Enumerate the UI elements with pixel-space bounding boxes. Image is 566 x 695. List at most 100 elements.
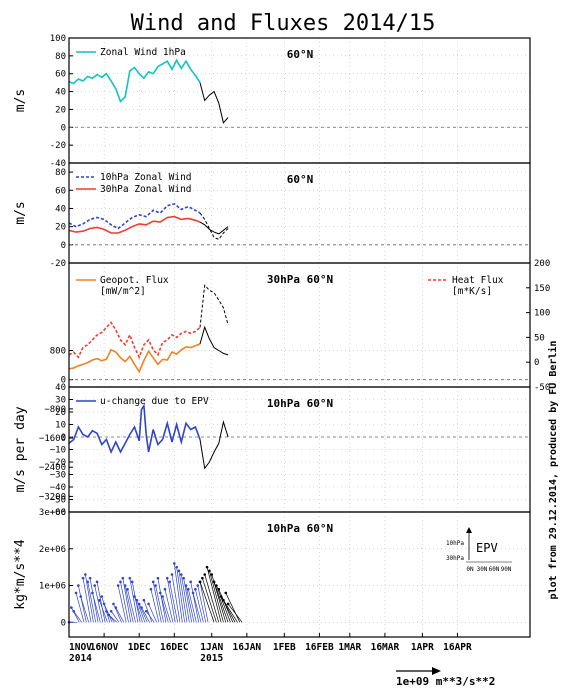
epv-vector <box>166 578 176 623</box>
y-tick-label: 1e+06 <box>39 582 66 592</box>
epv-vector-head <box>95 580 99 584</box>
y-tick-label: 20 <box>55 105 66 115</box>
epv-vector <box>169 581 178 623</box>
panel-annotation: 60°N <box>287 48 314 61</box>
y-tick-label: -20 <box>50 141 66 151</box>
legend-label: Geopot. Flux <box>100 275 169 286</box>
epv-vector-head <box>126 587 129 591</box>
inset-label: 90N <box>501 566 512 573</box>
epv-vector-head <box>224 591 228 595</box>
epv-vector <box>202 578 217 623</box>
y-axis-label: kg*m/s**4 <box>13 539 28 610</box>
epv-vector-head <box>130 580 134 584</box>
epv-vector <box>124 585 134 623</box>
epv-vector <box>110 611 120 623</box>
x-tick-label: 1APR <box>411 642 434 653</box>
epv-vector-head <box>180 573 183 576</box>
epv-vector-head <box>140 606 143 609</box>
epv-vector-head <box>144 609 148 613</box>
epv-vector <box>204 574 220 623</box>
inset-label: 30N <box>477 566 488 573</box>
series-line <box>199 82 229 124</box>
epv-vector <box>108 614 118 623</box>
y-tick-label: 20 <box>55 408 66 418</box>
series-line <box>68 58 201 103</box>
y-tick-label: 0 <box>61 123 66 133</box>
epv-vector <box>171 574 181 623</box>
panel-annotation: 30hPa 60°N <box>267 273 333 286</box>
epv-vector <box>127 589 136 623</box>
epv-vector <box>87 581 97 623</box>
epv-vector-head <box>222 598 225 602</box>
series-line <box>199 420 229 470</box>
epv-vector <box>96 581 106 623</box>
epv-vector <box>185 585 195 623</box>
y-tick-label: −800 <box>44 405 66 415</box>
epv-vector-head <box>170 573 174 576</box>
x-tick-label: 1MAR <box>338 642 361 653</box>
epv-vector-head <box>184 584 188 587</box>
y-tick-label: −50 <box>50 496 66 506</box>
y-tick-label: 80 <box>55 168 66 178</box>
y-axis-label: m/s per day <box>13 406 28 492</box>
y-tick-label: 0 <box>61 376 66 386</box>
x-tick-label: 1DEC <box>128 642 151 653</box>
epv-vector <box>209 570 224 623</box>
epv-vector-head <box>79 595 83 598</box>
legend-entry: Heat Flux[m*K/s] <box>428 275 504 297</box>
epv-vector-head <box>194 587 197 591</box>
series-line <box>199 212 229 241</box>
epv-vector <box>94 585 104 623</box>
x-tick-label: 16MAR <box>371 642 400 653</box>
x-tick-label: 1FEB <box>273 642 296 653</box>
y2-tick-label: 200 <box>534 259 550 269</box>
epv-vector-head <box>165 576 169 580</box>
epv-vector <box>197 585 207 623</box>
epv-vector <box>188 589 197 623</box>
epv-vector <box>176 567 185 623</box>
epv-vector-head <box>116 584 120 587</box>
reference-arrowhead <box>432 667 441 675</box>
y-tick-label: 80 <box>55 52 66 62</box>
series-line <box>68 403 201 455</box>
epv-vector-head <box>112 602 115 606</box>
epv-vector <box>206 567 222 623</box>
epv-vector-head <box>84 573 87 576</box>
legend-sublabel: [mW/m^2] <box>100 286 146 297</box>
x-tick-label: 1JAN <box>200 642 223 653</box>
epv-vector-head <box>210 573 214 576</box>
series-line <box>68 343 201 374</box>
epv-vector-head <box>156 576 160 580</box>
series-line <box>199 325 229 356</box>
epv-vector <box>152 581 162 623</box>
inset-arrowhead <box>466 527 472 533</box>
epv-vector <box>180 574 190 623</box>
y2-tick-label: 0 <box>534 358 539 368</box>
epv-vector <box>71 607 80 623</box>
y-tick-label: −40 <box>50 483 66 493</box>
epv-vector <box>99 600 108 623</box>
epv-vector <box>92 592 101 623</box>
y-tick-label: 3e+06 <box>39 508 66 518</box>
epv-vector <box>73 611 82 623</box>
series-line <box>199 284 229 328</box>
epv-vector-head <box>123 584 127 587</box>
epv-vector-head <box>86 580 90 584</box>
series-line <box>68 203 201 230</box>
epv-vector <box>173 563 183 623</box>
y-tick-label: 60 <box>55 70 66 80</box>
epv-vector <box>195 589 204 623</box>
x-year-label: 2015 <box>200 653 223 664</box>
epv-vector-head <box>215 584 218 587</box>
inset-label: 0N <box>466 566 474 573</box>
epv-vector-head <box>219 595 223 598</box>
panel-3: −3200−2400−1600−8000800-5005010015020030… <box>39 259 550 502</box>
epv-vector-head <box>121 576 125 580</box>
epv-vector-head <box>135 598 139 602</box>
epv-vector <box>164 589 174 623</box>
x-tick-label: 16JAN <box>233 642 262 653</box>
epv-vector-head <box>226 602 230 606</box>
epv-vector-head <box>137 602 141 606</box>
panel-annotation: 10hPa 60°N <box>267 522 333 535</box>
